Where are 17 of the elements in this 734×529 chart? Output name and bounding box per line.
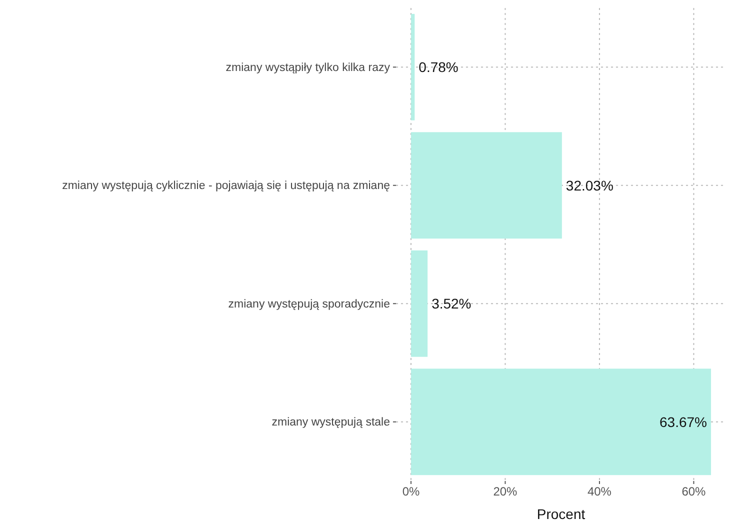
x-axis-title: Procent [536, 506, 586, 522]
x-tick-label: 0% [402, 484, 420, 499]
y-tick-label: zmiany występują stale [272, 416, 390, 429]
data-label: 32.03% [566, 177, 614, 194]
x-tick-label: 20% [493, 484, 518, 499]
bar [410, 14, 415, 120]
data-label: 0.78% [418, 59, 458, 76]
y-tick-label: zmiany występują cyklicznie - pojawiają się i ustępują na zmianę [62, 180, 390, 192]
x-tick-label: 60% [682, 484, 706, 499]
data-label: 3.52% [432, 296, 472, 312]
bar [410, 250, 428, 357]
y-tick-label: zmiany występują sporadycznie [228, 298, 390, 310]
bar [410, 132, 562, 239]
y-tick-label: zmiany wystąpiły tylko kilka razy [226, 62, 390, 74]
data-label: 63.67% [660, 414, 708, 430]
x-tick-label: 40% [587, 484, 612, 499]
bar [410, 368, 712, 476]
